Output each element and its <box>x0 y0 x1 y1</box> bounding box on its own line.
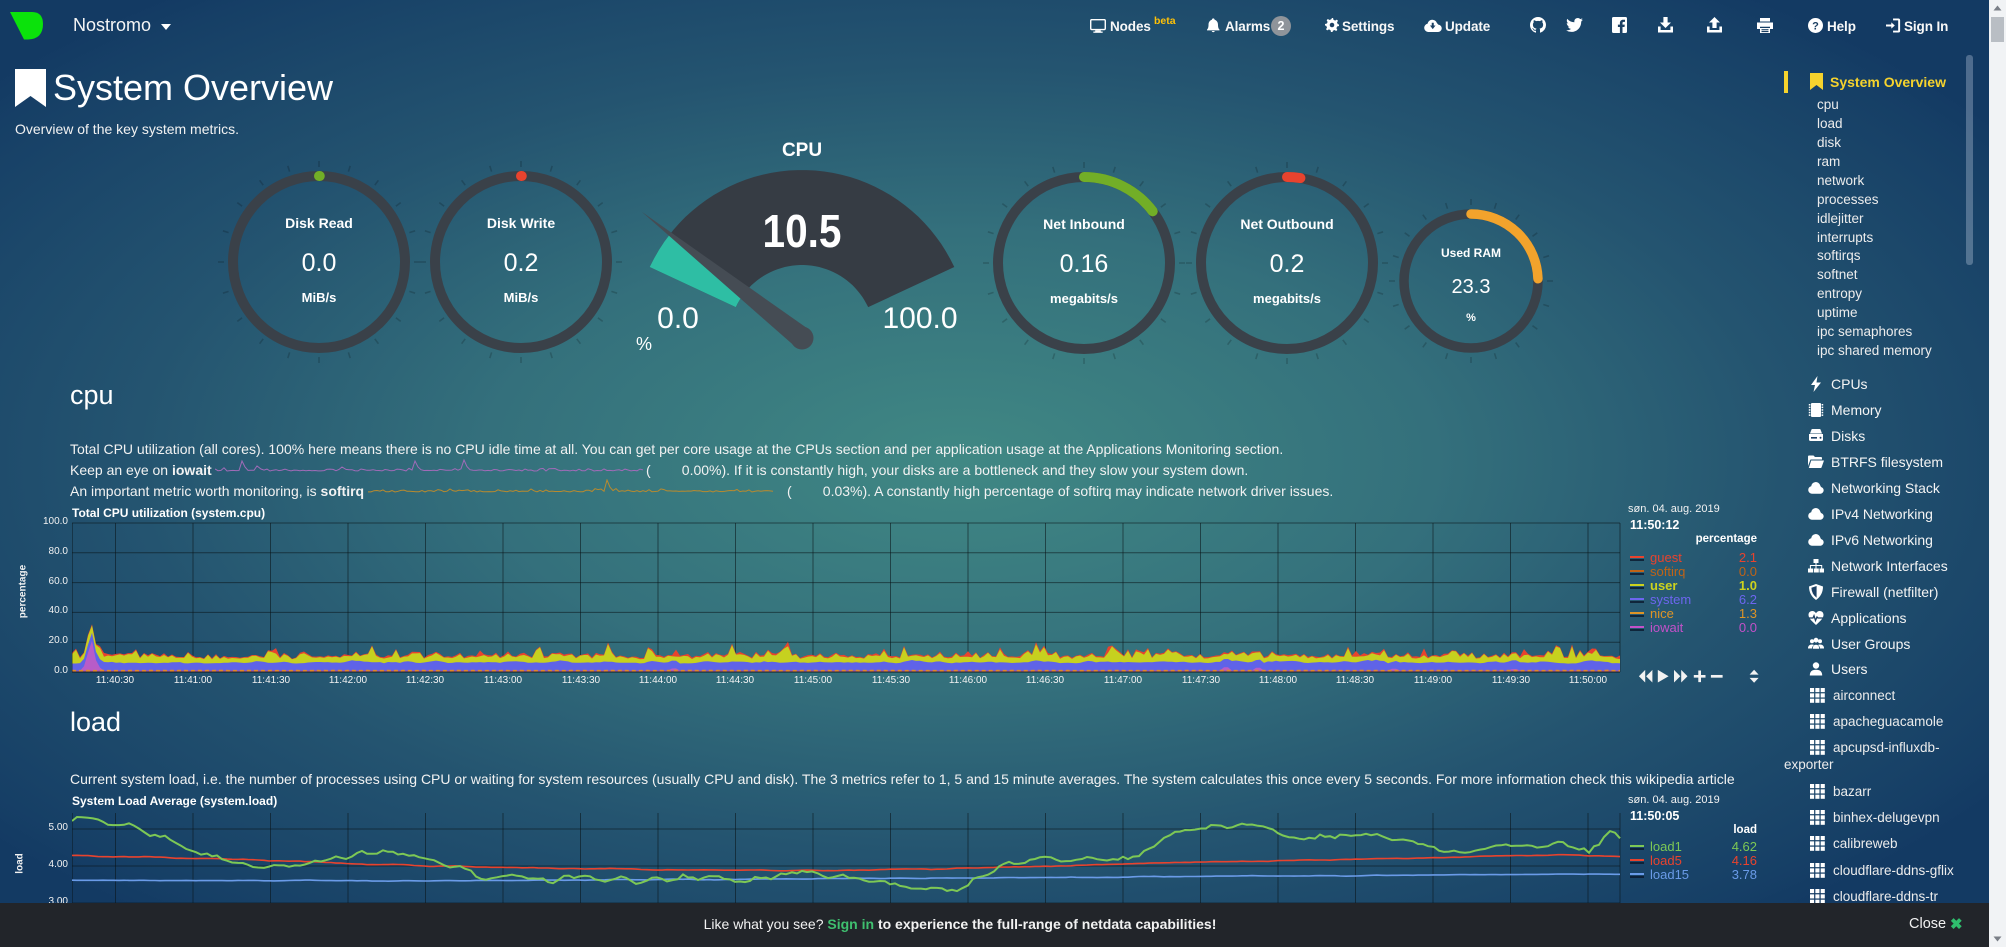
svg-text:Disk Write: Disk Write <box>487 215 555 231</box>
svg-text:%: % <box>1466 312 1476 324</box>
svg-text:100.0: 100.0 <box>882 302 957 335</box>
svg-text:megabits/s: megabits/s <box>1050 291 1118 306</box>
svg-text:0.0: 0.0 <box>302 249 337 277</box>
svg-text:MiB/s: MiB/s <box>504 290 539 305</box>
svg-text:%: % <box>636 334 652 354</box>
svg-text:megabits/s: megabits/s <box>1253 291 1321 306</box>
svg-text:Disk Read: Disk Read <box>285 215 353 231</box>
svg-text:0.16: 0.16 <box>1060 250 1109 278</box>
svg-text:0.2: 0.2 <box>504 249 539 277</box>
svg-text:10.5: 10.5 <box>763 205 842 257</box>
svg-text:CPU: CPU <box>782 142 822 161</box>
svg-text:?: ? <box>1812 20 1819 32</box>
svg-text:23.3: 23.3 <box>1452 276 1491 298</box>
svg-text:0.0: 0.0 <box>657 302 699 335</box>
svg-text:Net Outbound: Net Outbound <box>1240 216 1333 232</box>
svg-text:MiB/s: MiB/s <box>302 290 337 305</box>
svg-text:0.2: 0.2 <box>1270 250 1305 278</box>
svg-text:Net Inbound: Net Inbound <box>1043 216 1125 232</box>
svg-text:Used RAM: Used RAM <box>1441 246 1501 260</box>
